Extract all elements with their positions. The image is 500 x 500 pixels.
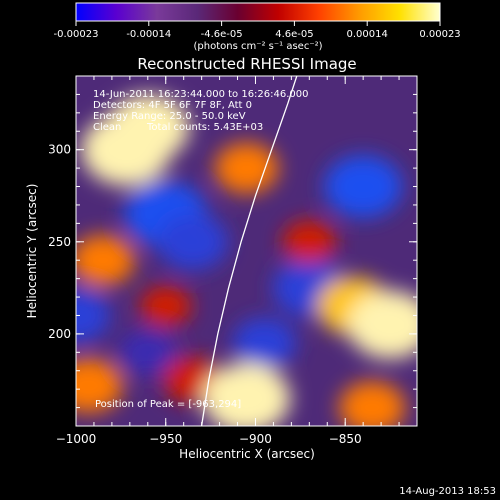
colorbar-tick-label: 0.00014	[347, 29, 388, 40]
bright-region	[106, 94, 190, 161]
heatmap-blobs	[76, 94, 417, 426]
bright-region	[139, 285, 192, 327]
bright-region	[202, 363, 291, 426]
energy-range-text: Energy Range: 25.0 - 50.0 keV	[93, 111, 246, 122]
dark-region	[157, 213, 229, 271]
bright-region	[76, 234, 135, 286]
x-tick-label: −950	[149, 432, 182, 446]
bright-region	[347, 290, 417, 359]
x-tick-label: −850	[329, 432, 362, 446]
total-counts-text: Total counts: 5.43E+03	[146, 122, 263, 133]
dark-region	[232, 317, 297, 369]
x-tick-label: −900	[239, 432, 272, 446]
bright-region	[282, 220, 337, 264]
colorbar-strip	[75, 2, 441, 22]
colorbar-tick-label: -4.6e-05	[201, 29, 243, 40]
x-tick-label: −1000	[56, 432, 97, 446]
y-axis-label: Heliocentric Y (arcsec)	[25, 184, 39, 319]
colorbar-tick-label: -0.00014	[126, 29, 171, 40]
clean-label: Clean	[93, 122, 121, 133]
colorbar-tick-label: 0.00023	[419, 29, 460, 40]
dark-region	[324, 155, 403, 218]
colorbar-tick-label: -0.00023	[54, 29, 99, 40]
peak-position-text: Position of Peak = [-963,294]	[95, 399, 241, 410]
y-tick-label: 200	[48, 327, 71, 341]
y-tick-label: 300	[48, 143, 71, 157]
detectors-text: Detectors: 4F 5F 6F 7F 8F, Att 0	[93, 100, 252, 111]
dark-region	[76, 288, 111, 343]
bright-region	[339, 381, 406, 426]
bright-region	[76, 358, 123, 413]
dark-region	[118, 328, 178, 376]
footer-timestamp: 14-Aug-2013 18:53	[399, 486, 496, 497]
colorbar-ticks: -0.00023 -0.00014 -4.6e-05 4.6e-05 0.00014 0.…	[54, 21, 461, 40]
heatmap-plot: −1000 −950 −900 −850 200 250 300	[48, 75, 418, 446]
colorbar: -0.00023 -0.00014 -4.6e-05 4.6e-05 0.00014 0.…	[54, 2, 461, 52]
chart-title: Reconstructed RHESSI Image	[137, 55, 356, 73]
solar-limb-curve	[200, 76, 298, 426]
image-annotations: 14-Jun-2011 16:23:44.000 to 16:26:46.000…	[93, 89, 309, 410]
plot-frame	[75, 75, 418, 427]
y-tick-label: 250	[48, 235, 71, 249]
axis-ticks: −1000 −950 −900 −850 200 250 300	[48, 75, 418, 446]
bright-region	[214, 142, 279, 194]
time-range-text: 14-Jun-2011 16:23:44.000 to 16:26:46.000	[93, 89, 309, 100]
colorbar-unit-label: (photons cm⁻² s⁻¹ asec⁻²)	[193, 41, 322, 52]
x-axis-label: Heliocentric X (arcsec)	[179, 447, 315, 461]
colorbar-tick-label: 4.6e-05	[275, 29, 313, 40]
